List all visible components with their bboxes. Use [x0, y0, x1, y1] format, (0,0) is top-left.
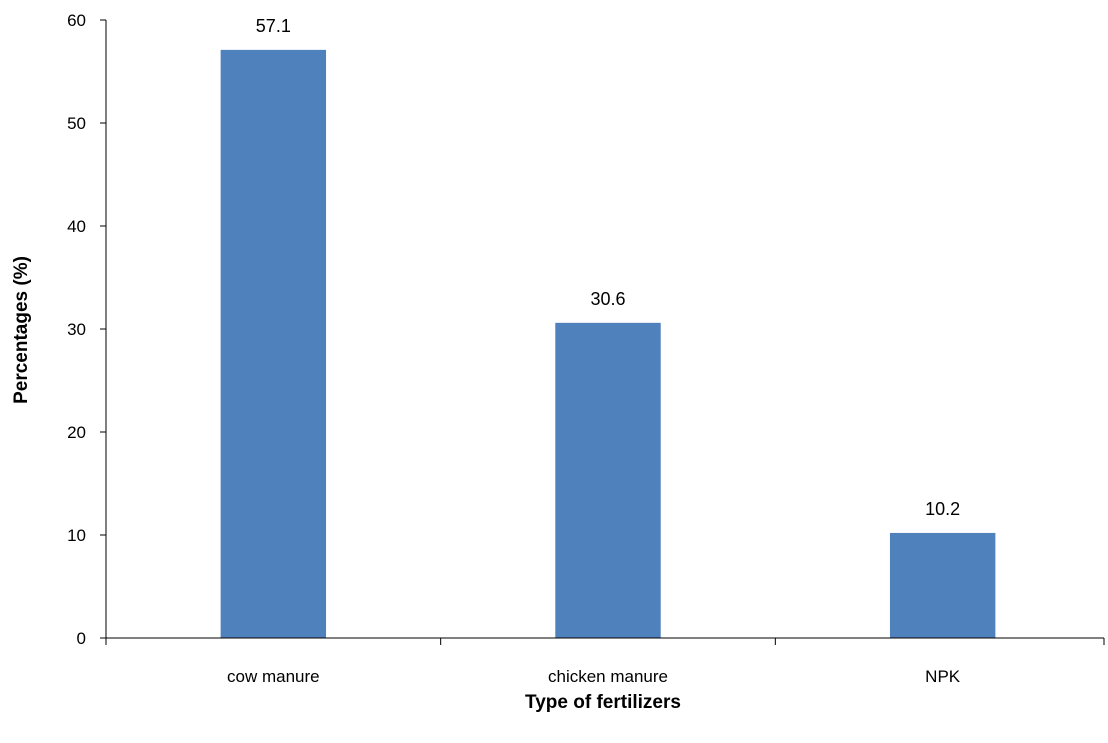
- y-tick-label: 20: [67, 423, 86, 442]
- x-tick-label: chicken manure: [548, 667, 668, 686]
- bars: [220, 49, 996, 639]
- y-tick-label: 60: [67, 11, 86, 30]
- y-tick-label: 0: [77, 629, 86, 648]
- bar-chicken-manure: [555, 322, 661, 638]
- data-label: 10.2: [925, 499, 960, 519]
- data-labels: 57.1 30.6 10.2: [256, 16, 960, 519]
- data-label: 57.1: [256, 16, 291, 36]
- x-tick-label: NPK: [925, 667, 961, 686]
- data-label: 30.6: [590, 289, 625, 309]
- y-tick-label: 50: [67, 114, 86, 133]
- x-axis-title: Type of fertilizers: [525, 692, 681, 713]
- bar-cow-manure: [220, 49, 327, 639]
- y-tick-label: 10: [67, 526, 86, 545]
- y-tick-label: 30: [67, 320, 86, 339]
- bar-npk: [889, 532, 996, 638]
- y-axis-title: Percentages (%): [11, 256, 32, 404]
- y-tick-label: 40: [67, 217, 86, 236]
- x-tick-label: cow manure: [227, 667, 320, 686]
- y-axis-ticks: 0 10 20 30 40 50 60: [67, 11, 106, 648]
- x-axis-ticks: cow manure chicken manure NPK: [105, 638, 1105, 686]
